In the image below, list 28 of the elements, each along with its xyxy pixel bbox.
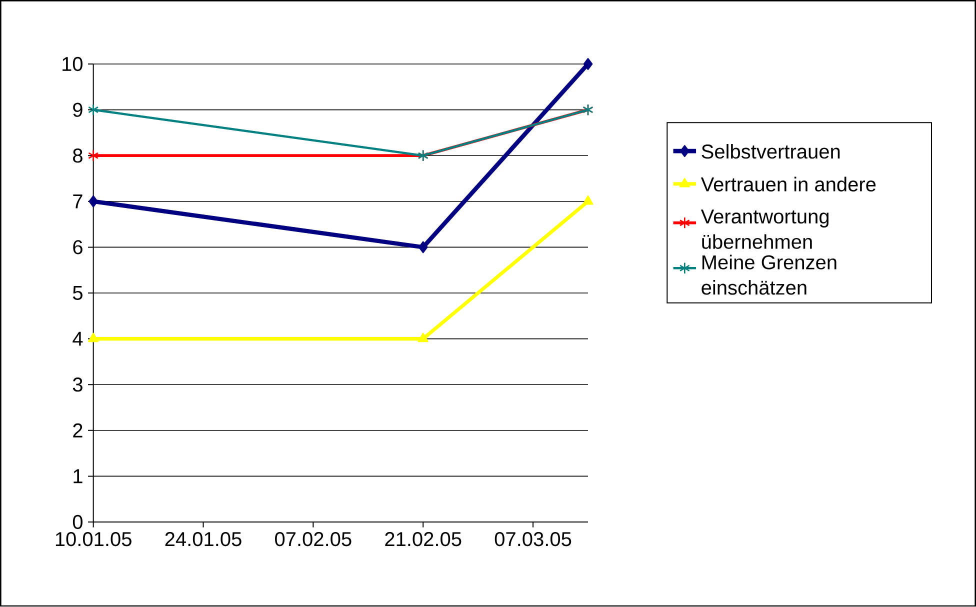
point (88, 332, 99, 342)
point (88, 104, 99, 116)
y-tick-label: 8 (73, 148, 82, 163)
point (88, 150, 99, 162)
legend-label: Verantwortung übernehmen (700, 210, 829, 250)
legend-label: Vertrauen in andere (700, 176, 876, 192)
x-tick-label: 07.02.05 (275, 532, 352, 546)
x-tick-label: 10.01.05 (56, 532, 132, 546)
point (582, 196, 594, 205)
point (583, 58, 593, 70)
y-tick-label: 2 (73, 424, 82, 438)
y-tick-label: 5 (72, 286, 82, 300)
x-tick-label: 07.03.05 (494, 532, 572, 546)
point (88, 196, 98, 208)
y-tick-label: 7 (73, 194, 82, 208)
x-tick-label: 24.01.05 (165, 532, 242, 546)
y-tick-label: 1 (74, 469, 82, 484)
x-tick-label: 21.02.05 (385, 532, 462, 546)
point (418, 332, 428, 342)
point (418, 241, 428, 254)
y-tick-label: 0 (72, 515, 82, 530)
y-tick-label: 10 (62, 57, 82, 72)
y-tick-label: 4 (72, 332, 83, 346)
y-tick-label: 3 (72, 378, 82, 392)
legend-label: Selbstvertrauen (702, 144, 840, 159)
y-tick-label: 9 (73, 102, 82, 118)
y-tick-label: 6 (73, 240, 82, 254)
legend-label: Meine Grenzen einschätzen (702, 254, 836, 295)
